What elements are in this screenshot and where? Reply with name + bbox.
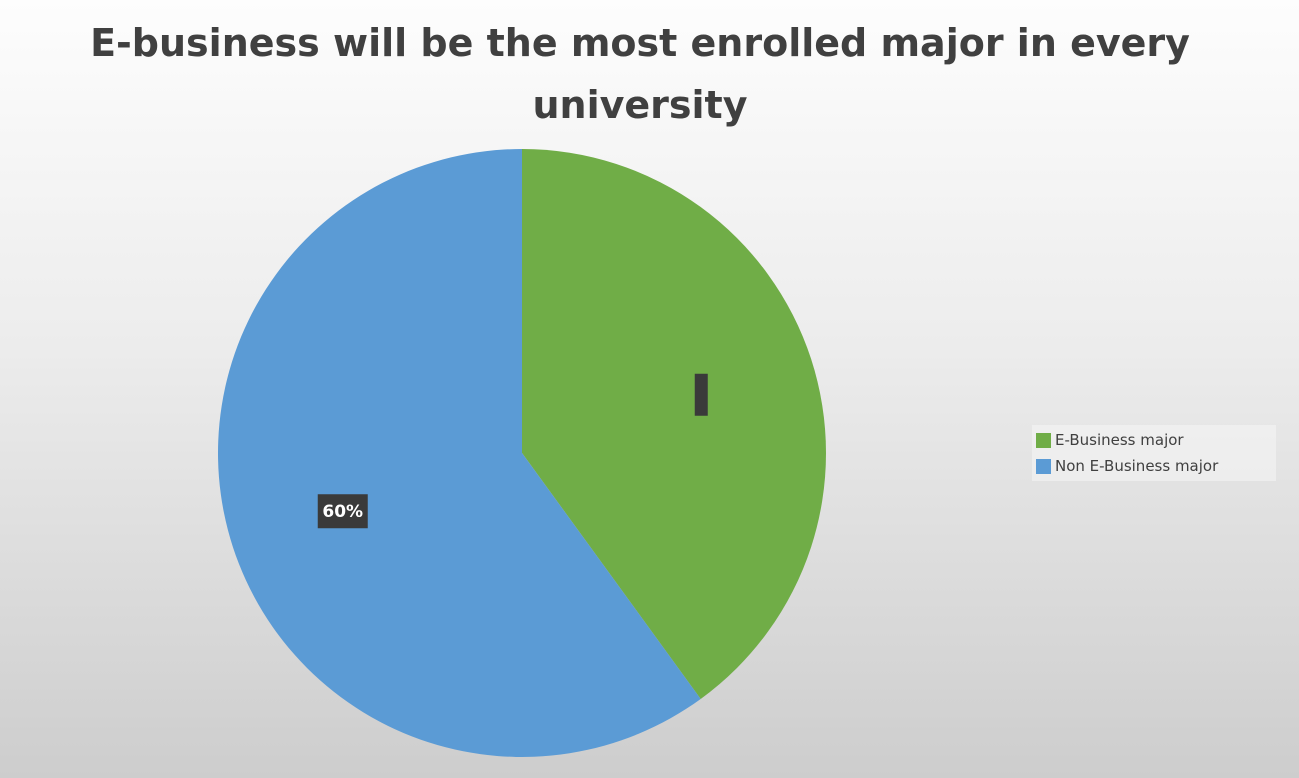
legend-label: Non E-Business major	[1055, 457, 1219, 475]
legend-swatch	[1036, 458, 1051, 474]
data-label-text: 60%	[322, 502, 363, 522]
legend-label: E-Business major	[1055, 431, 1184, 449]
data-label-0	[694, 373, 708, 416]
legend-item: Non E-Business major	[1036, 453, 1272, 479]
data-label-1: 60%	[317, 494, 368, 529]
chart-title: E-business will be the most enrolled maj…	[90, 21, 1190, 127]
pie-slice-1	[217, 149, 701, 757]
pie-slice-0	[522, 149, 826, 699]
legend-item: E-Business major	[1036, 427, 1272, 453]
legend-swatch	[1036, 432, 1051, 448]
legend: E-Business major Non E-Business major	[1032, 425, 1276, 481]
